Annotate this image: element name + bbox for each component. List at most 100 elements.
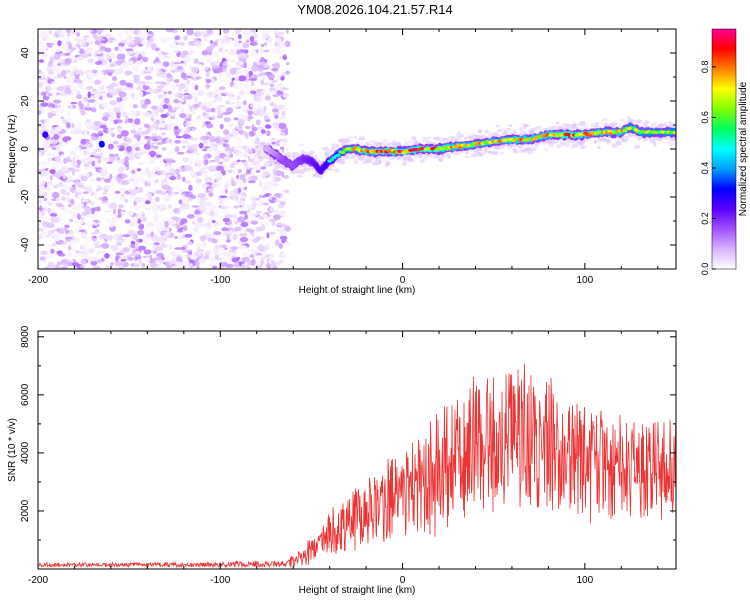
noise-blob	[145, 128, 151, 135]
noise-blob	[98, 38, 105, 41]
ridge-halo-blob	[631, 119, 636, 124]
noise-blob	[56, 261, 64, 265]
noise-blob	[92, 88, 97, 93]
noise-blob	[86, 172, 90, 178]
noise-blob	[147, 136, 154, 141]
noise-blob	[275, 239, 280, 246]
ridge-halo-blob	[673, 137, 676, 141]
noise-blob	[248, 180, 256, 184]
noise-blob	[181, 108, 185, 114]
noise-blob	[170, 69, 175, 73]
noise-blob	[250, 41, 258, 46]
noise-blob	[218, 86, 226, 91]
noise-blob	[39, 85, 43, 89]
noise-blob	[189, 171, 193, 175]
ridge-halo-blob	[339, 158, 345, 162]
noise-blob	[68, 204, 72, 208]
noise-blob	[229, 101, 235, 106]
noise-blob	[127, 229, 136, 236]
noise-blob	[75, 90, 81, 94]
noise-blob	[258, 164, 263, 171]
noise-blob	[97, 29, 104, 33]
noise-blob	[166, 237, 171, 242]
noise-blob	[69, 150, 78, 156]
noise-blob	[83, 128, 88, 136]
noise-blob	[90, 237, 95, 242]
ridge-halo-blob	[625, 135, 630, 140]
noise-blob	[134, 130, 142, 135]
noise-blob	[219, 113, 223, 119]
noise-blob	[220, 79, 226, 83]
noise-blob	[38, 182, 43, 185]
ridge-early-peak	[98, 140, 105, 148]
ridge-halo-blob	[310, 150, 315, 154]
noise-blob	[117, 111, 122, 117]
noise-blob	[152, 188, 157, 194]
noise-blob	[217, 266, 225, 269]
noise-blob	[45, 42, 55, 46]
noise-blob	[131, 65, 136, 71]
noise-blob	[189, 159, 193, 165]
noise-blob	[54, 126, 63, 132]
noise-blob	[265, 124, 272, 129]
ridge-halo-blob	[633, 144, 641, 149]
noise-blob	[239, 236, 249, 243]
noise-blob	[179, 42, 185, 46]
noise-blob	[246, 209, 251, 213]
noise-blob	[88, 147, 96, 150]
noise-blob	[257, 215, 263, 220]
noise-blob	[170, 216, 180, 220]
noise-blob	[106, 161, 113, 164]
noise-blob	[86, 150, 90, 155]
noise-blob	[166, 117, 173, 124]
noise-blob	[279, 131, 287, 136]
noise-blob	[214, 155, 220, 163]
noise-blob	[229, 153, 233, 158]
ridge-halo-blob	[423, 155, 429, 161]
noise-blob	[124, 219, 131, 224]
noise-blob	[150, 231, 154, 238]
noise-blob	[66, 111, 71, 117]
noise-blob	[223, 165, 228, 172]
noise-blob	[218, 73, 223, 78]
noise-blob	[84, 206, 92, 213]
noise-blob	[99, 168, 105, 172]
noise-blob	[250, 175, 258, 181]
noise-blob	[161, 147, 167, 151]
noise-blob	[252, 212, 259, 217]
noise-blob	[153, 62, 161, 67]
noise-blob	[196, 265, 200, 269]
noise-blob	[280, 251, 285, 257]
noise-blob	[243, 147, 252, 154]
noise-blob	[180, 246, 187, 251]
ridge-halo-blob	[325, 155, 329, 158]
heatmap-x-tick-label: -100	[210, 275, 230, 286]
ridge-halo-blob	[477, 152, 484, 157]
noise-blob	[47, 89, 52, 93]
noise-blob	[122, 234, 131, 238]
ridge-halo-blob	[504, 127, 509, 132]
noise-blob	[249, 254, 255, 258]
snr-x-tick-label: -200	[28, 575, 48, 586]
noise-blob	[176, 173, 181, 180]
noise-blob	[239, 210, 248, 215]
noise-blob	[235, 125, 240, 130]
noise-blob	[134, 118, 141, 125]
noise-blob	[116, 97, 122, 103]
noise-blob	[223, 129, 230, 135]
noise-blob	[258, 180, 263, 188]
ridge-halo-blob	[382, 159, 388, 163]
noise-blob	[47, 93, 53, 97]
noise-blob	[77, 100, 83, 107]
noise-blob	[90, 190, 94, 197]
noise-blob	[201, 50, 209, 56]
noise-blob	[120, 130, 129, 137]
noise-blob	[97, 130, 104, 137]
noise-blob	[251, 65, 259, 72]
noise-blob	[258, 194, 263, 199]
noise-blob	[177, 151, 185, 155]
noise-blob	[190, 138, 199, 141]
noise-blob	[260, 80, 264, 84]
noise-blob	[63, 63, 71, 67]
ridge-halo-blob	[530, 127, 538, 132]
